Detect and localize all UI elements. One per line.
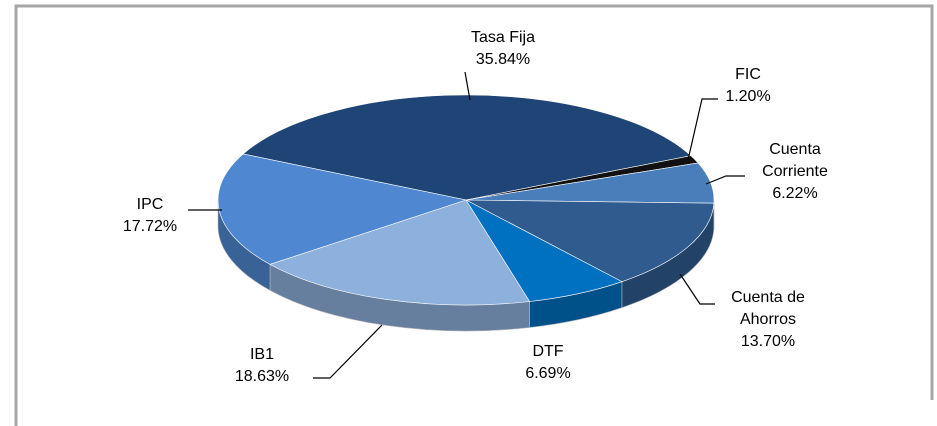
label-name: Cuenta Corriente <box>762 141 828 180</box>
leader-line <box>464 71 471 101</box>
label-value: 13.70% <box>740 333 796 350</box>
slice-label: IB1 18.63% <box>222 344 302 388</box>
slice-label: IPC 17.72% <box>110 194 190 238</box>
label-value: 35.84% <box>475 51 531 68</box>
pie <box>217 94 715 332</box>
leader-line <box>313 324 383 379</box>
label-name: IB1 <box>249 346 274 363</box>
leader-line <box>705 175 745 185</box>
slice-label: Cuenta Corriente 6.22% <box>750 139 840 205</box>
label-name: FIC <box>735 66 761 83</box>
leader-line <box>679 273 715 305</box>
slice-label: DTF 6.69% <box>508 341 588 385</box>
label-value: 1.20% <box>725 88 771 105</box>
frame-border <box>14 4 934 426</box>
slice-label: Cuenta de Ahorros 13.70% <box>713 287 823 353</box>
leader-line <box>687 98 718 161</box>
slice-label: Tasa Fija 35.84% <box>443 27 563 71</box>
label-name: IPC <box>136 196 164 213</box>
slice-label: FIC 1.20% <box>708 64 788 108</box>
label-name: DTF <box>532 343 564 360</box>
slice <box>217 153 468 265</box>
label-value: 17.72% <box>122 218 178 235</box>
label-value: 6.69% <box>525 365 571 382</box>
label-value: 18.63% <box>234 368 290 385</box>
label-name: Tasa Fija <box>470 29 536 46</box>
label-value: 6.22% <box>772 185 818 202</box>
slice <box>242 94 692 201</box>
label-name: Cuenta de Ahorros <box>731 289 805 328</box>
slice <box>269 199 531 306</box>
frame <box>14 4 934 426</box>
slice <box>465 199 715 282</box>
leaders <box>188 71 745 379</box>
